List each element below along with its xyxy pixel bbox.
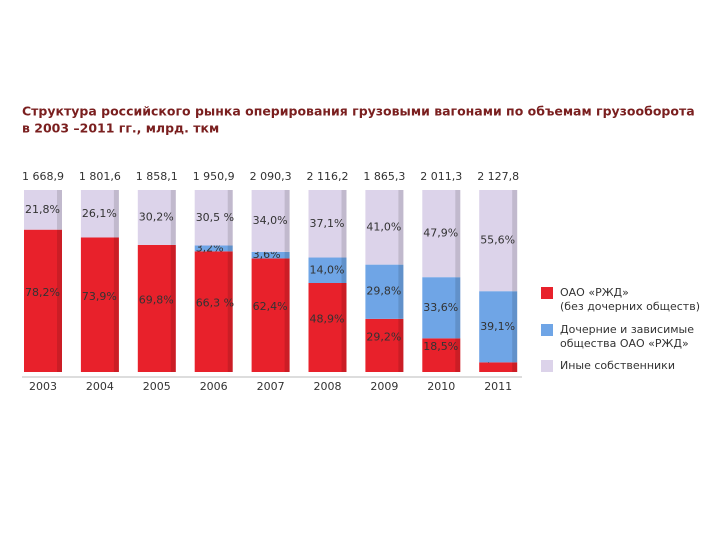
chart-subtitle: в 2003 –2011 гг., млрд. ткм <box>22 121 219 136</box>
x-tick-label: 2006 <box>200 380 228 393</box>
bar-segment-edge <box>113 237 119 372</box>
bar-segment <box>251 258 290 372</box>
x-tick-label: 2007 <box>257 380 285 393</box>
bar-segment-edge <box>455 190 461 278</box>
total-label: 1 801,6 <box>79 170 121 183</box>
bar-segment <box>80 237 119 372</box>
bar-segment <box>422 338 461 372</box>
x-tick-label: 2008 <box>314 380 342 393</box>
x-tick-label: 2009 <box>370 380 398 393</box>
value-label: 33,6% <box>423 301 458 314</box>
value-label: 26,1% <box>82 207 117 220</box>
bar-segment <box>24 229 62 372</box>
bar-segment-edge <box>398 318 404 372</box>
bar-segment <box>137 244 176 372</box>
value-label: 30,5 % <box>196 211 234 224</box>
value-label: 48,9% <box>310 313 345 326</box>
bar-segment <box>479 190 518 292</box>
value-label: 55,6% <box>480 234 515 247</box>
total-label: 1 858,1 <box>136 170 178 183</box>
bar-segment-edge <box>455 338 461 372</box>
bar-segment <box>80 190 119 238</box>
bar-segment-edge <box>227 190 233 246</box>
value-label: 14,0% <box>310 263 345 276</box>
total-label: 1 865,3 <box>363 170 405 183</box>
bar-segment-edge <box>170 190 176 245</box>
bar-segment-edge <box>341 190 347 258</box>
bar-segment-edge <box>113 190 119 238</box>
bar-segment-edge <box>170 244 176 372</box>
total-label: 1 950,9 <box>193 170 235 183</box>
legend-label: ОАО «РЖД» (без дочерних обществ) <box>560 286 700 313</box>
bar-segment <box>24 190 62 230</box>
x-tick-label: 2011 <box>484 380 512 393</box>
value-label: 39,1% <box>480 320 515 333</box>
value-label: 73,9% <box>82 290 117 303</box>
bar-segment-edge <box>455 277 461 339</box>
value-label: 41,0% <box>366 220 401 233</box>
value-label: 30,2% <box>139 210 174 223</box>
bar-segment-edge <box>398 190 404 265</box>
bar-segment <box>365 190 404 265</box>
legend-swatch <box>541 324 553 336</box>
bar-segment-edge <box>227 245 233 252</box>
bar-segment-edge <box>227 251 233 372</box>
legend-swatch <box>541 360 553 372</box>
x-tick-label: 2004 <box>86 380 114 393</box>
x-tick-label: 2010 <box>427 380 455 393</box>
value-label: 62,4% <box>253 300 288 313</box>
value-label: 34,0% <box>253 214 288 227</box>
bar-segment-edge <box>284 190 290 252</box>
bar-segment <box>479 362 518 372</box>
bar-segment <box>251 251 290 259</box>
x-tick-label: 2005 <box>143 380 171 393</box>
bar-segment <box>251 190 290 252</box>
value-label: 29,2% <box>366 330 401 343</box>
value-label: 29,8% <box>366 285 401 298</box>
bar-segment-edge <box>284 251 290 259</box>
value-label: 47,9% <box>423 227 458 240</box>
chart-title: Структура российского рынка оперирования… <box>22 104 695 119</box>
bar-segment <box>194 251 233 372</box>
bar-segment-edge <box>341 257 347 284</box>
bar-segment <box>194 190 233 246</box>
legend-swatch <box>541 287 553 299</box>
bar-segment <box>422 277 461 339</box>
total-label: 2 127,8 <box>477 170 519 183</box>
bar-segment-edge <box>398 264 404 319</box>
legend-label: Дочерние и зависимые общества ОАО «РЖД» <box>560 323 694 350</box>
total-label: 2 116,2 <box>307 170 349 183</box>
x-tick-label: 2003 <box>29 380 57 393</box>
bar-segment <box>422 190 461 278</box>
bar-segment-edge <box>512 190 518 292</box>
bar-segment <box>194 245 233 252</box>
value-label: 21,8% <box>25 203 60 216</box>
bar-segment-edge <box>57 229 62 372</box>
total-label: 1 668,9 <box>22 170 64 183</box>
bar-segment <box>479 291 518 363</box>
value-label: 37,1% <box>310 217 345 230</box>
value-label: 78,2% <box>25 286 60 299</box>
bar-segment-edge <box>512 362 518 372</box>
bar-segment <box>308 190 347 258</box>
bar-segment-edge <box>57 190 62 230</box>
value-label: 18,5% <box>423 340 458 353</box>
value-label: 66,3 % <box>196 297 234 310</box>
bar-segment-edge <box>284 258 290 372</box>
bar-segment <box>308 283 347 372</box>
bar-segment-edge <box>512 291 518 363</box>
total-label: 2 090,3 <box>250 170 292 183</box>
total-label: 2 011,3 <box>420 170 462 183</box>
value-label: 69,8% <box>139 293 174 306</box>
bar-segment <box>308 257 347 284</box>
bar-segment <box>365 318 404 372</box>
bar-segment <box>365 264 404 319</box>
legend-label: Иные собственники <box>560 359 675 372</box>
bar-segment-edge <box>341 283 347 372</box>
bar-segment <box>137 190 176 245</box>
